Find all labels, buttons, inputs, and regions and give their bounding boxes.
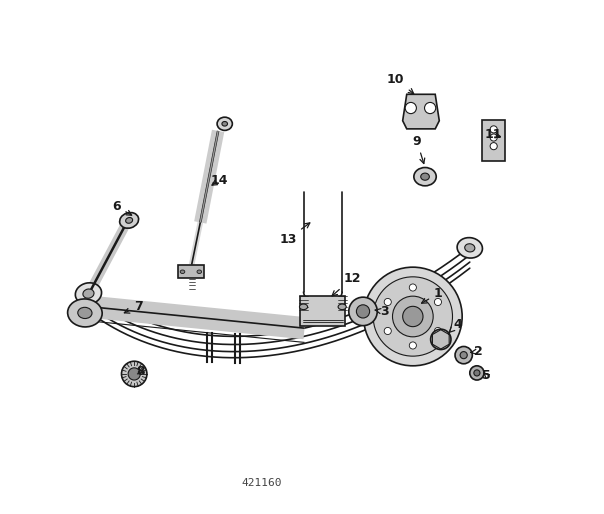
Ellipse shape [126,217,133,223]
Text: 12: 12 [332,272,361,296]
Text: 9: 9 [413,135,425,163]
Circle shape [434,327,442,335]
Polygon shape [403,94,439,129]
Text: 11: 11 [485,128,503,141]
Text: 3: 3 [375,305,389,318]
Ellipse shape [83,289,94,298]
Ellipse shape [457,237,483,258]
Text: 5: 5 [482,369,491,382]
Ellipse shape [68,299,102,327]
Text: 421160: 421160 [241,478,281,488]
Ellipse shape [78,307,92,319]
Circle shape [364,267,462,366]
Circle shape [470,366,484,380]
Circle shape [490,126,497,133]
Ellipse shape [217,117,233,131]
Ellipse shape [180,270,185,273]
Text: 4: 4 [448,318,462,333]
Circle shape [393,296,433,337]
Circle shape [403,306,423,327]
Text: 6: 6 [112,199,132,215]
Circle shape [349,297,378,326]
Text: 14: 14 [210,174,228,187]
Ellipse shape [338,304,346,309]
FancyBboxPatch shape [483,120,505,161]
Ellipse shape [414,168,436,186]
Circle shape [128,368,140,380]
Circle shape [474,370,480,376]
Circle shape [405,102,416,114]
Circle shape [373,277,452,356]
Circle shape [431,329,451,350]
Circle shape [121,361,147,387]
Circle shape [490,142,497,150]
Ellipse shape [300,304,307,309]
Ellipse shape [421,173,429,180]
Ellipse shape [120,213,138,228]
Text: 2: 2 [471,345,483,358]
FancyBboxPatch shape [178,265,204,279]
Circle shape [356,305,370,318]
Ellipse shape [222,121,228,126]
Circle shape [490,134,497,141]
Ellipse shape [76,283,101,304]
Ellipse shape [197,270,202,273]
Text: 1: 1 [422,287,443,303]
Circle shape [410,284,416,291]
Circle shape [460,352,467,359]
Text: 7: 7 [124,300,143,314]
Text: 10: 10 [387,72,414,94]
Circle shape [410,342,416,349]
Circle shape [455,346,472,364]
Text: 8: 8 [137,365,145,378]
Text: 13: 13 [279,223,310,246]
Circle shape [384,327,391,335]
Ellipse shape [464,244,475,252]
Circle shape [425,102,435,114]
FancyBboxPatch shape [300,296,345,326]
Circle shape [384,299,391,305]
Circle shape [434,299,442,305]
